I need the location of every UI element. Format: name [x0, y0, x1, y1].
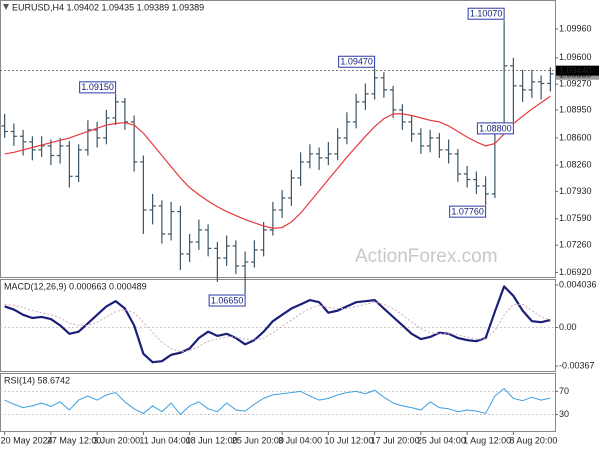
x-tick-label: 27 May 12:00 — [47, 435, 102, 445]
indicator-line — [4, 95, 551, 229]
y-tick-label: 1.09960 — [559, 23, 592, 33]
panel-title: RSI(14) 58.6742 — [4, 375, 70, 385]
y-tick-label: 1.07260 — [559, 240, 592, 250]
x-tick-label: 18 Jun 12:00 — [186, 435, 238, 445]
swing-label: 1.09150 — [81, 82, 114, 92]
swing-label: 1.08800 — [479, 123, 512, 133]
x-tick-label: 11 Jun 04:00 — [139, 435, 190, 445]
x-tick-label: 25 Jun 20:00 — [232, 435, 284, 445]
rsi-panel — [0, 373, 556, 432]
swing-label-box — [79, 81, 117, 94]
swing-label: 1.06650 — [211, 295, 244, 305]
x-tick-label: 17 Jul 20:00 — [371, 435, 420, 445]
indicator-line — [4, 301, 551, 353]
y-tick-label: 1.08260 — [559, 159, 592, 169]
price-label: 1.09440 — [559, 66, 592, 76]
swing-label-box — [467, 7, 505, 20]
y-tick-label: 1.08600 — [559, 132, 592, 142]
y-tick-label: 1.07590 — [559, 213, 592, 223]
swing-label-box — [476, 122, 514, 135]
swing-label-box — [338, 55, 376, 68]
y-tick-label: 70 — [559, 386, 569, 396]
x-tick-label: 10 Jul 12:00 — [324, 435, 373, 445]
x-tick-label: 8 Aug 20:00 — [509, 435, 557, 445]
x-tick-label: 20 May 2024 — [1, 435, 53, 445]
x-tick-label: 25 Jul 04:00 — [417, 435, 466, 445]
y-tick-label: 0.00 — [559, 322, 577, 332]
price-panel — [0, 0, 556, 278]
y-tick-label: 30 — [559, 409, 569, 419]
x-tick-label: 3 Jul 04:00 — [278, 435, 322, 445]
panel-title: MACD(12,26,9) 0.000663 0.000489 — [4, 281, 147, 291]
y-tick-label: 1.09600 — [559, 52, 592, 62]
swing-label-box — [449, 205, 487, 218]
indicator-line — [4, 388, 551, 416]
swing-label-box — [208, 294, 246, 307]
symbol-icon — [3, 4, 9, 10]
swing-label: 1.10070 — [470, 9, 503, 19]
swing-label: 1.09470 — [340, 57, 373, 67]
x-tick-label: 1 Aug 12:00 — [463, 435, 511, 445]
swing-label: 1.07760 — [451, 207, 484, 217]
price-label-box — [556, 65, 599, 76]
y-tick-label: 1.06920 — [559, 267, 592, 277]
y-tick-label: -0.00367 — [559, 360, 595, 370]
y-tick-label: 1.09270 — [559, 79, 592, 89]
y-tick-label: 1.07930 — [559, 186, 592, 196]
indicator-line — [4, 285, 551, 364]
panel-title: EURUSD,H4 1.09402 1.09435 1.09389 1.0938… — [12, 2, 204, 12]
y-tick-label: 1.08950 — [559, 104, 592, 114]
y-tick-label: 0.004036 — [559, 279, 597, 289]
x-tick-label: 3 Jun 20:00 — [93, 435, 140, 445]
watermark: ActionForex.com — [355, 246, 498, 267]
macd-panel — [0, 279, 556, 372]
